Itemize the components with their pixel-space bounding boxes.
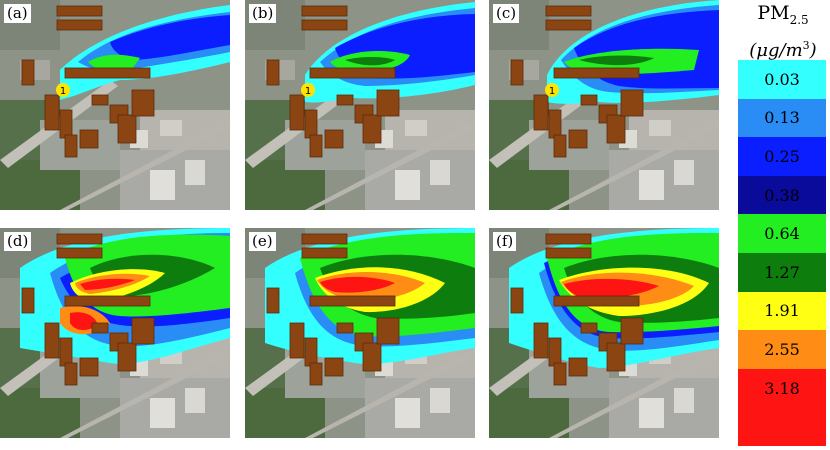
panel-a-map: 1 xyxy=(0,0,230,210)
panel-a: 1 (a) xyxy=(0,0,230,210)
legend-swatch: 1.91 xyxy=(738,291,826,331)
legend-title-main: PM2.5 xyxy=(757,2,809,27)
source-marker xyxy=(545,83,559,97)
panel-label-d: (d) xyxy=(4,232,32,251)
legend-label: 0.03 xyxy=(764,69,800,89)
legend-swatch: 0.25 xyxy=(738,137,826,176)
panel-label-e: (e) xyxy=(249,232,276,251)
source-label: 1 xyxy=(60,86,66,97)
legend-swatch: 0.38 xyxy=(738,175,826,215)
source-marker xyxy=(56,83,70,97)
panel-d-map xyxy=(0,228,230,438)
color-legend: 0.03 0.13 0.25 0.38 0.64 1.27 1.91 2.55 3.18 xyxy=(738,60,826,446)
legend-label: 0.64 xyxy=(764,224,800,244)
legend-swatch: 2.55 xyxy=(738,330,826,369)
source-marker xyxy=(301,83,315,97)
legend-label: 1.91 xyxy=(764,301,800,321)
panel-label-b: (b) xyxy=(249,4,277,23)
legend-label: 1.27 xyxy=(764,262,800,282)
legend-label: 0.38 xyxy=(764,185,800,205)
legend-swatch: 0.13 xyxy=(738,98,826,138)
panel-e: (e) xyxy=(245,228,475,438)
panel-b: 1 (b) xyxy=(245,0,475,210)
legend-label: 3.18 xyxy=(764,378,800,398)
legend-label: 0.25 xyxy=(764,146,800,166)
source-label: 1 xyxy=(305,86,311,97)
panel-c-map: 1 xyxy=(489,0,719,210)
panel-label-c: (c) xyxy=(493,4,520,23)
panel-f: (f) xyxy=(489,228,719,438)
panel-e-map xyxy=(245,228,475,438)
legend-unit: (μg/m3) xyxy=(749,38,817,61)
legend-swatch xyxy=(738,407,826,446)
legend-label: 2.55 xyxy=(764,339,800,359)
legend-label: 0.13 xyxy=(764,108,800,128)
panel-b-map: 1 xyxy=(245,0,475,210)
panel-d: (d) xyxy=(0,228,230,438)
legend-swatch: 0.64 xyxy=(738,214,826,253)
legend-swatch: 1.27 xyxy=(738,253,826,292)
source-label: 1 xyxy=(549,86,555,97)
panel-label-a: (a) xyxy=(4,4,31,23)
panel-f-map xyxy=(489,228,719,438)
legend-swatch: 0.03 xyxy=(738,60,826,99)
legend-title: PM2.5 (μg/m3) xyxy=(736,0,830,62)
panel-c: 1 (c) xyxy=(489,0,719,210)
legend-swatch: 3.18 xyxy=(738,368,826,408)
panel-label-f: (f) xyxy=(493,232,517,251)
